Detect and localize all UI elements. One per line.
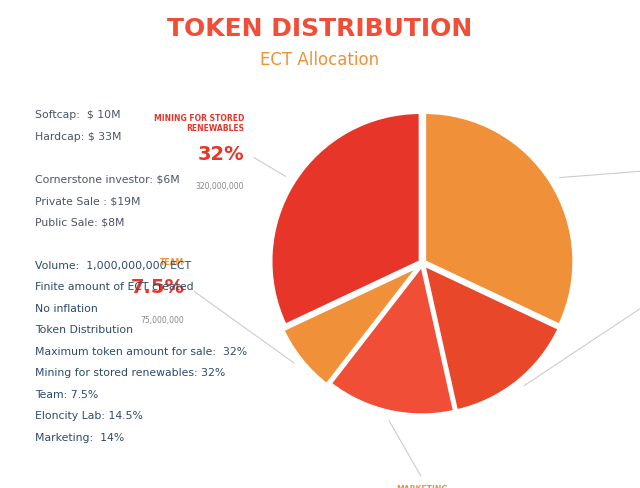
Text: Finite amount of ECT created: Finite amount of ECT created <box>35 282 194 291</box>
Text: No inflation: No inflation <box>35 303 98 313</box>
Text: Eloncity Lab: 14.5%: Eloncity Lab: 14.5% <box>35 410 143 420</box>
Text: Maximum token amount for sale:  32%: Maximum token amount for sale: 32% <box>35 346 247 356</box>
Wedge shape <box>284 267 418 385</box>
Text: Token Distribution: Token Distribution <box>35 325 133 334</box>
Text: Softcap:  $ 10M: Softcap: $ 10M <box>35 110 121 120</box>
Text: Public Sale: $8M: Public Sale: $8M <box>35 217 125 227</box>
Text: MINING FOR STORED
RENEWABLES: MINING FOR STORED RENEWABLES <box>154 114 244 133</box>
Text: ECT Allocation: ECT Allocation <box>260 51 380 69</box>
Wedge shape <box>271 114 420 325</box>
Text: Hardcap: $ 33M: Hardcap: $ 33M <box>35 131 122 141</box>
Wedge shape <box>331 266 454 415</box>
Text: MARKETING: MARKETING <box>397 485 448 488</box>
Text: TEAM: TEAM <box>160 258 184 266</box>
Text: Volume:  1,000,000,000 ECT: Volume: 1,000,000,000 ECT <box>35 260 191 270</box>
Text: Team: 7.5%: Team: 7.5% <box>35 389 99 399</box>
Wedge shape <box>425 114 573 325</box>
Text: 32%: 32% <box>197 144 244 163</box>
Text: 320,000,000: 320,000,000 <box>195 182 244 191</box>
Text: Cornerstone investor: $6M: Cornerstone investor: $6M <box>35 174 180 184</box>
Text: 7.5%: 7.5% <box>131 278 184 297</box>
Text: 75,000,000: 75,000,000 <box>141 315 184 325</box>
Text: Private Sale : $19M: Private Sale : $19M <box>35 196 141 205</box>
Text: Mining for stored renewables: 32%: Mining for stored renewables: 32% <box>35 367 225 377</box>
Text: TOKEN DISTRIBUTION: TOKEN DISTRIBUTION <box>168 17 472 41</box>
Wedge shape <box>424 266 559 410</box>
Text: Marketing:  14%: Marketing: 14% <box>35 432 124 442</box>
